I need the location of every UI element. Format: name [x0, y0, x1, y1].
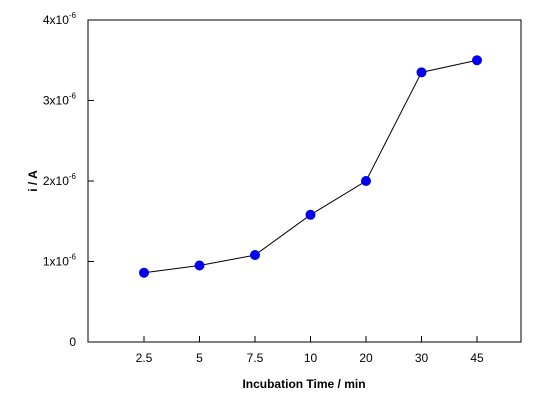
- data-point: [305, 209, 316, 220]
- data-point: [139, 267, 149, 278]
- data-markers: [139, 55, 482, 278]
- y-tick-exponent: -6: [69, 92, 77, 101]
- data-point: [194, 260, 205, 271]
- plot-frame: [87, 19, 522, 343]
- x-tick-label: 2.5: [136, 351, 153, 365]
- y-tick-exponent: -6: [69, 172, 77, 181]
- x-tick-label: 45: [470, 351, 484, 365]
- series-line: [143, 59, 478, 274]
- x-tick-label: 7.5: [247, 351, 264, 365]
- y-tick-label: 2x10-6: [43, 172, 77, 188]
- data-point: [361, 176, 371, 186]
- x-axis-ticks: 2.5 5 7.5 10 20 30 45: [136, 336, 484, 365]
- data-point: [250, 250, 260, 261]
- y-tick-label: 1x10-6: [43, 253, 77, 269]
- x-tick-label: 10: [304, 351, 318, 365]
- y-tick-label: 4x10-6: [43, 11, 77, 27]
- y-tick-exponent: -6: [69, 253, 77, 262]
- y-axis-title: i / A: [26, 170, 40, 192]
- data-point: [416, 67, 427, 78]
- x-tick-label: 5: [196, 351, 203, 365]
- x-tick-label: 30: [415, 351, 429, 365]
- y-axis-ticks: 0 1x10-6 2x10-6 3x10-6 4x10-6: [43, 11, 94, 349]
- y-tick-label: 0: [69, 335, 76, 349]
- x-axis-title: Incubation Time / min: [242, 377, 365, 391]
- data-point: [472, 55, 482, 66]
- y-tick-label: 3x10-6: [43, 92, 77, 108]
- y-tick-exponent: -6: [69, 11, 77, 20]
- x-tick-label: 20: [359, 351, 373, 365]
